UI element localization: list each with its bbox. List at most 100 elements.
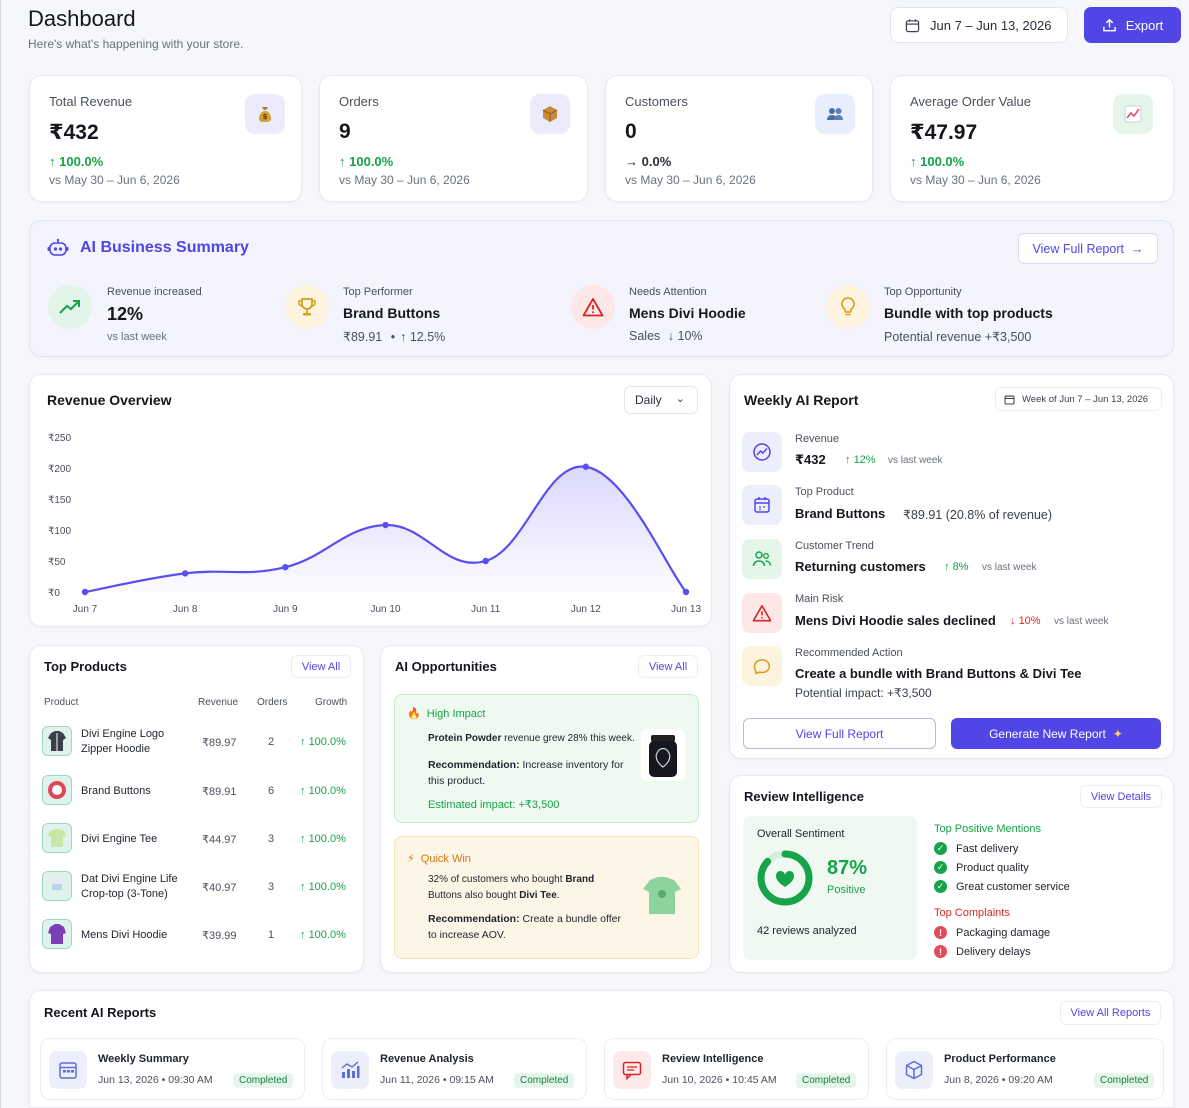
col-header-revenue: Revenue (198, 697, 239, 708)
chevron-down-icon: ⌄ (675, 393, 685, 405)
report-card[interactable]: Review Intelligence Jun 10, 2026 • 10:45… (604, 1038, 869, 1100)
users-group-icon (742, 539, 782, 579)
quick-win-card[interactable]: ⚡ Quick Win 32% of customers who bought … (394, 836, 699, 959)
chat-bubble-icon (742, 646, 782, 686)
ai-opportunities-title: AI Opportunities (395, 659, 497, 674)
report-name: Revenue Analysis (380, 1053, 474, 1065)
high-impact-card[interactable]: 🔥 High Impact Protein Powder revenue gre… (394, 694, 699, 823)
col-header-product: Product (44, 697, 79, 708)
weekly-risk-vs: vs last week (1054, 616, 1109, 627)
top-products-view-all[interactable]: View All (291, 655, 351, 678)
export-button[interactable]: Export (1084, 7, 1181, 43)
positive-mention-label: Product quality (956, 861, 1029, 874)
generate-new-report-button[interactable]: Generate New Report ✦ (951, 718, 1161, 749)
report-name: Review Intelligence (662, 1053, 764, 1065)
report-card[interactable]: Weekly Summary Jun 13, 2026 • 09:30 AM C… (40, 1038, 305, 1100)
product-name: Dat Divi Engine Life Crop-top (3-Tone) (81, 873, 178, 900)
x-tick-label: Jun 10 (370, 604, 400, 615)
stat-card-aov: Average Order Value ₹47.97 ↑ 100.0% vs M… (890, 75, 1174, 202)
data-point (181, 570, 189, 577)
stat-compare: vs May 30 – Jun 6, 2026 (625, 173, 756, 187)
stat-delta-value: 0.0% (641, 154, 672, 169)
stat-delta: → 0.0% (625, 154, 672, 169)
view-all-reports-label: View All Reports (1070, 1007, 1151, 1019)
weekly-product-detail: ₹89.91 (20.8% of revenue) (903, 508, 1053, 522)
date-range-picker[interactable]: Jun 7 – Jun 13, 2026 (890, 7, 1068, 43)
status-badge: Completed (1094, 1073, 1155, 1088)
export-label: Export (1125, 17, 1164, 33)
view-full-report-button[interactable]: View Full Report → (1018, 233, 1158, 264)
summary-value: 12% (107, 304, 144, 324)
summary-prefix: Sales (629, 329, 661, 343)
top-products-title: Top Products (44, 659, 127, 674)
report-timestamp: Jun 8, 2026 • 09:20 AM (944, 1074, 1053, 1086)
product-thumbnail (42, 823, 72, 853)
stat-label: Total Revenue (49, 94, 133, 109)
summary-value: Bundle with top products (884, 305, 1053, 321)
weekly-product-value: Brand Buttons (795, 506, 886, 521)
table-row[interactable]: Brand Buttons ₹89.91 6 ↑ 100.0% (30, 768, 365, 812)
high-impact-tag: 🔥 High Impact (407, 707, 485, 720)
product-orders: 2 (268, 736, 275, 748)
stat-delta-value: 100.0% (349, 154, 394, 169)
date-range-label: Jun 7 – Jun 13, 2026 (930, 17, 1052, 33)
stat-compare: vs May 30 – Jun 6, 2026 (339, 173, 470, 187)
report-card[interactable]: Product Performance Jun 8, 2026 • 09:20 … (886, 1038, 1164, 1100)
report-card[interactable]: Revenue Analysis Jun 11, 2026 • 09:15 AM… (322, 1038, 587, 1100)
flame-icon: 🔥 (407, 708, 421, 720)
sentiment-panel: Overall Sentiment 87% Positive 42 review… (743, 816, 917, 960)
users-icon (815, 94, 855, 134)
ai-summary-title: AI Business Summary (80, 239, 249, 256)
stat-label: Orders (339, 94, 379, 109)
weekly-view-full-report-label: View Full Report (795, 726, 884, 741)
stat-delta-value: 100.0% (59, 154, 104, 169)
table-row[interactable]: Divi Engine Tee ₹44.97 3 ↑ 100.0% (30, 816, 365, 860)
weekly-action-value: Create a bundle with Brand Buttons & Div… (795, 666, 1082, 681)
money-bag-icon: $ (245, 94, 285, 134)
table-row[interactable]: Dat Divi Engine Life Crop-top (3-Tone) ₹… (30, 864, 365, 908)
product-growth-value: 100.0% (308, 736, 346, 748)
weekly-risk-delta-value: 10% (1018, 615, 1041, 627)
upload-icon (1102, 18, 1116, 31)
product-orders: 3 (268, 833, 275, 845)
weekly-risk-delta: ↓ 10% (1010, 615, 1041, 627)
calendar-icon (905, 18, 920, 32)
weekly-revenue-value: ₹432 (795, 452, 826, 467)
check-circle-icon: ✓ (934, 861, 947, 874)
protein-jar-image (641, 729, 685, 781)
table-row[interactable]: Mens Divi Hoodie ₹39.99 1 ↑ 100.0% (30, 912, 365, 956)
quick-win-tag: ⚡ Quick Win (407, 852, 471, 865)
week-range[interactable]: Week of Jun 7 – Jun 13, 2026 (995, 387, 1162, 411)
period-select[interactable]: Daily ⌄ (624, 386, 698, 414)
product-revenue: ₹89.91 (202, 786, 237, 798)
report-time: 09:15 AM (449, 1074, 494, 1086)
positive-mention-label: Fast delivery (956, 842, 1019, 855)
stat-delta: ↑ 100.0% (910, 154, 965, 169)
product-revenue: ₹44.97 (202, 834, 237, 846)
product-growth-value: 100.0% (308, 881, 346, 893)
trophy-icon (285, 285, 329, 329)
top-products-card: Top Products View All Product Revenue Or… (29, 645, 364, 973)
product-growth-value: 100.0% (308, 929, 346, 941)
stat-card-orders: Orders 9 ↑ 100.0% vs May 30 – Jun 6, 202… (319, 75, 588, 202)
opportunities-view-all[interactable]: View All (638, 655, 698, 678)
view-details-button[interactable]: View Details (1080, 785, 1162, 808)
status-badge: Completed (514, 1073, 575, 1088)
recommendation-text: Create a bundle offer to increase AOV. (428, 913, 621, 941)
weekly-view-full-report-button[interactable]: View Full Report (743, 718, 936, 749)
summary-sub: ₹89.91 • ↑ 12.5% (343, 330, 446, 344)
high-impact-description: revenue grew 28% this week. (501, 733, 635, 744)
quick-win-text-b: Buttons also bought (428, 890, 520, 901)
report-timestamp: Jun 13, 2026 • 09:30 AM (98, 1074, 213, 1086)
view-all-reports-button[interactable]: View All Reports (1060, 1001, 1161, 1025)
data-point (81, 588, 89, 596)
revenue-overview-title: Revenue Overview (47, 392, 172, 408)
high-impact-text: Protein Powder revenue grew 28% this wee… (428, 732, 638, 746)
report-timestamp: Jun 11, 2026 • 09:15 AM (380, 1074, 494, 1086)
sentiment-ring (757, 850, 813, 906)
x-tick-label: Jun 7 (73, 604, 98, 615)
stat-label: Customers (625, 94, 688, 109)
weekly-trend-vs: vs last week (982, 562, 1037, 573)
table-row[interactable]: Divi Engine Logo Zipper Hoodie ₹89.97 2 … (30, 719, 365, 763)
lightbulb-icon (826, 285, 870, 329)
